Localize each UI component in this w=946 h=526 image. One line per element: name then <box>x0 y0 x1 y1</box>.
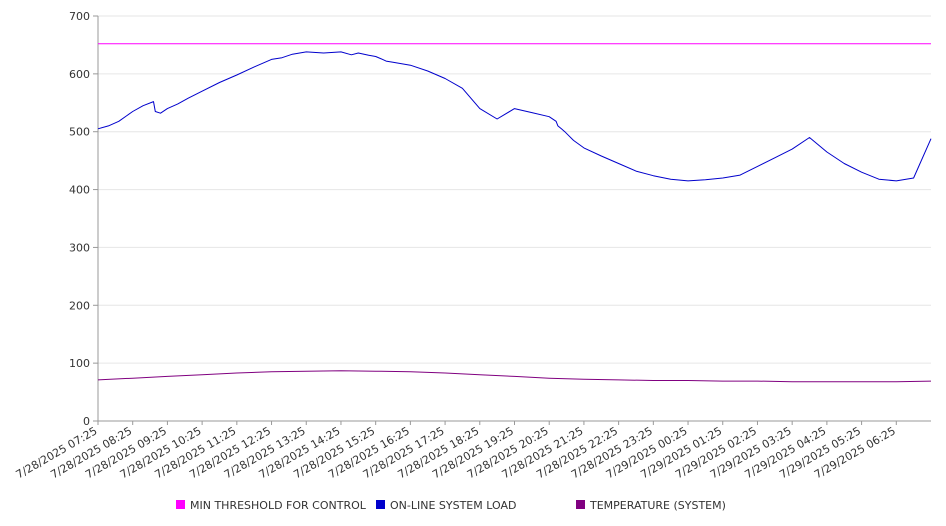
legend-swatch <box>176 500 185 509</box>
axes <box>93 15 931 425</box>
y-tick-labels: 0 100 200 300 400 500 600 700 <box>69 10 90 428</box>
y-tick-label: 700 <box>69 10 90 23</box>
legend-label: MIN THRESHOLD FOR CONTROL <box>190 499 367 512</box>
y-tick-label: 400 <box>69 184 90 197</box>
y-tick-label: 300 <box>69 241 90 254</box>
series-line-temperature <box>97 370 932 383</box>
y-tick-label: 0 <box>83 415 90 428</box>
series-line-online-system-load <box>97 51 932 182</box>
y-tick-label: 600 <box>69 68 90 81</box>
legend-label: ON-LINE SYSTEM LOAD <box>390 499 516 512</box>
legend-swatch <box>576 500 585 509</box>
grid-lines <box>98 15 931 364</box>
y-tick-label: 200 <box>69 299 90 312</box>
legend-swatch <box>376 500 385 509</box>
series-lines <box>97 43 932 383</box>
legend: MIN THRESHOLD FOR CONTROL ON-LINE SYSTEM … <box>176 499 726 512</box>
y-tick-label: 500 <box>69 126 90 139</box>
legend-label: TEMPERATURE (SYSTEM) <box>589 499 726 512</box>
y-tick-label: 100 <box>69 357 90 370</box>
x-tick-labels: 7/28/2025 07:257/28/2025 08:257/28/2025 … <box>14 424 898 481</box>
